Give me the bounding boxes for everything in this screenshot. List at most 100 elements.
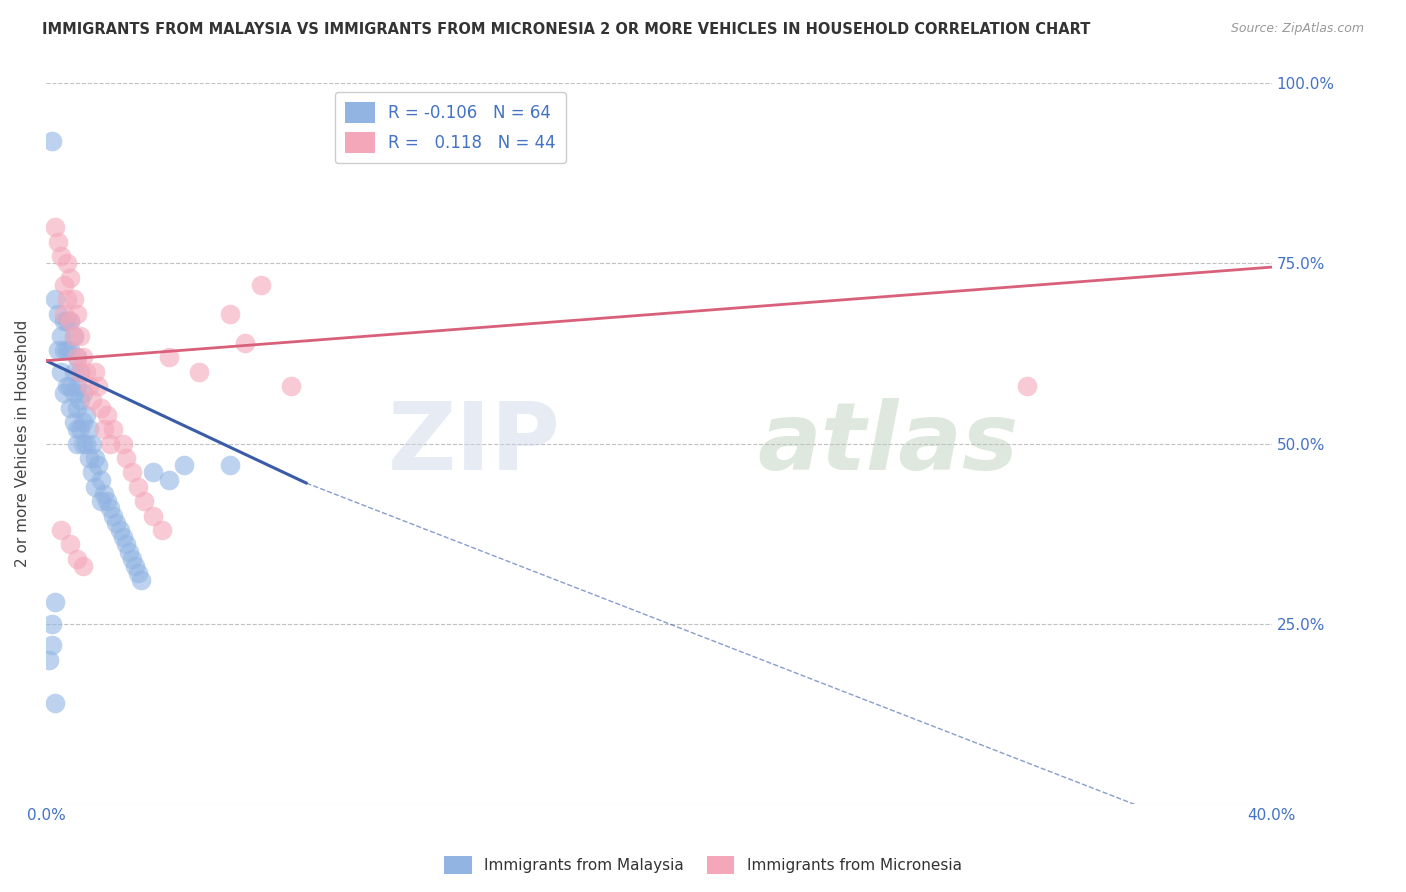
Point — [46, 235, 69, 249]
Point — [114, 450, 136, 465]
Point — [108, 523, 131, 537]
Point — [51, 364, 73, 378]
Point — [188, 364, 211, 378]
Point — [129, 574, 152, 588]
Point — [56, 293, 79, 307]
Point — [56, 256, 79, 270]
Text: ZIP: ZIP — [388, 398, 561, 490]
Point — [124, 558, 146, 573]
Point — [75, 436, 97, 450]
Point — [44, 293, 66, 307]
Point — [46, 343, 69, 357]
Point — [72, 558, 94, 573]
Point — [77, 379, 100, 393]
Point — [65, 307, 87, 321]
Point — [96, 494, 118, 508]
Point — [103, 508, 125, 523]
Point — [59, 379, 82, 393]
Point — [51, 249, 73, 263]
Point — [56, 343, 79, 357]
Point — [69, 393, 91, 408]
Point — [93, 487, 115, 501]
Point — [157, 473, 180, 487]
Point — [132, 494, 155, 508]
Point — [72, 436, 94, 450]
Point — [53, 386, 76, 401]
Point — [69, 364, 91, 378]
Point — [65, 436, 87, 450]
Point — [69, 328, 91, 343]
Point — [77, 450, 100, 465]
Point — [90, 494, 112, 508]
Point — [218, 307, 240, 321]
Point — [59, 271, 82, 285]
Point — [51, 523, 73, 537]
Point — [62, 328, 84, 343]
Point — [87, 379, 110, 393]
Point — [75, 364, 97, 378]
Point — [41, 134, 63, 148]
Point — [118, 544, 141, 558]
Point — [59, 537, 82, 551]
Point — [41, 638, 63, 652]
Point — [152, 523, 174, 537]
Point — [142, 508, 165, 523]
Point — [59, 401, 82, 415]
Point — [62, 328, 84, 343]
Point — [62, 293, 84, 307]
Point — [65, 350, 87, 364]
Point — [53, 278, 76, 293]
Point — [121, 551, 143, 566]
Point — [127, 566, 149, 581]
Point — [44, 220, 66, 235]
Point — [105, 516, 128, 530]
Point — [59, 314, 82, 328]
Point — [44, 595, 66, 609]
Text: atlas: atlas — [756, 398, 1018, 490]
Point — [280, 379, 302, 393]
Point — [87, 458, 110, 472]
Point — [114, 537, 136, 551]
Point — [218, 458, 240, 472]
Point — [142, 466, 165, 480]
Point — [65, 401, 87, 415]
Text: IMMIGRANTS FROM MALAYSIA VS IMMIGRANTS FROM MICRONESIA 2 OR MORE VEHICLES IN HOU: IMMIGRANTS FROM MALAYSIA VS IMMIGRANTS F… — [42, 22, 1091, 37]
Point — [84, 480, 107, 494]
Point — [96, 408, 118, 422]
Point — [98, 501, 121, 516]
Point — [65, 551, 87, 566]
Point — [69, 364, 91, 378]
Point — [111, 436, 134, 450]
Text: Source: ZipAtlas.com: Source: ZipAtlas.com — [1230, 22, 1364, 36]
Y-axis label: 2 or more Vehicles in Household: 2 or more Vehicles in Household — [15, 320, 30, 567]
Point — [62, 415, 84, 429]
Legend: R = -0.106   N = 64, R =   0.118   N = 44: R = -0.106 N = 64, R = 0.118 N = 44 — [335, 92, 567, 163]
Point — [127, 480, 149, 494]
Point — [65, 350, 87, 364]
Point — [98, 436, 121, 450]
Point — [80, 393, 103, 408]
Point — [46, 307, 69, 321]
Point — [69, 422, 91, 436]
Point — [72, 350, 94, 364]
Point — [157, 350, 180, 364]
Point — [72, 415, 94, 429]
Point — [77, 422, 100, 436]
Point — [90, 401, 112, 415]
Point — [72, 386, 94, 401]
Point — [103, 422, 125, 436]
Legend: Immigrants from Malaysia, Immigrants from Micronesia: Immigrants from Malaysia, Immigrants fro… — [439, 850, 967, 880]
Point — [62, 364, 84, 378]
Point — [41, 616, 63, 631]
Point — [62, 386, 84, 401]
Point — [51, 328, 73, 343]
Point — [173, 458, 195, 472]
Point — [111, 530, 134, 544]
Point — [93, 422, 115, 436]
Point — [56, 379, 79, 393]
Point — [38, 652, 60, 666]
Point — [121, 466, 143, 480]
Point — [59, 314, 82, 328]
Point — [65, 379, 87, 393]
Point — [75, 408, 97, 422]
